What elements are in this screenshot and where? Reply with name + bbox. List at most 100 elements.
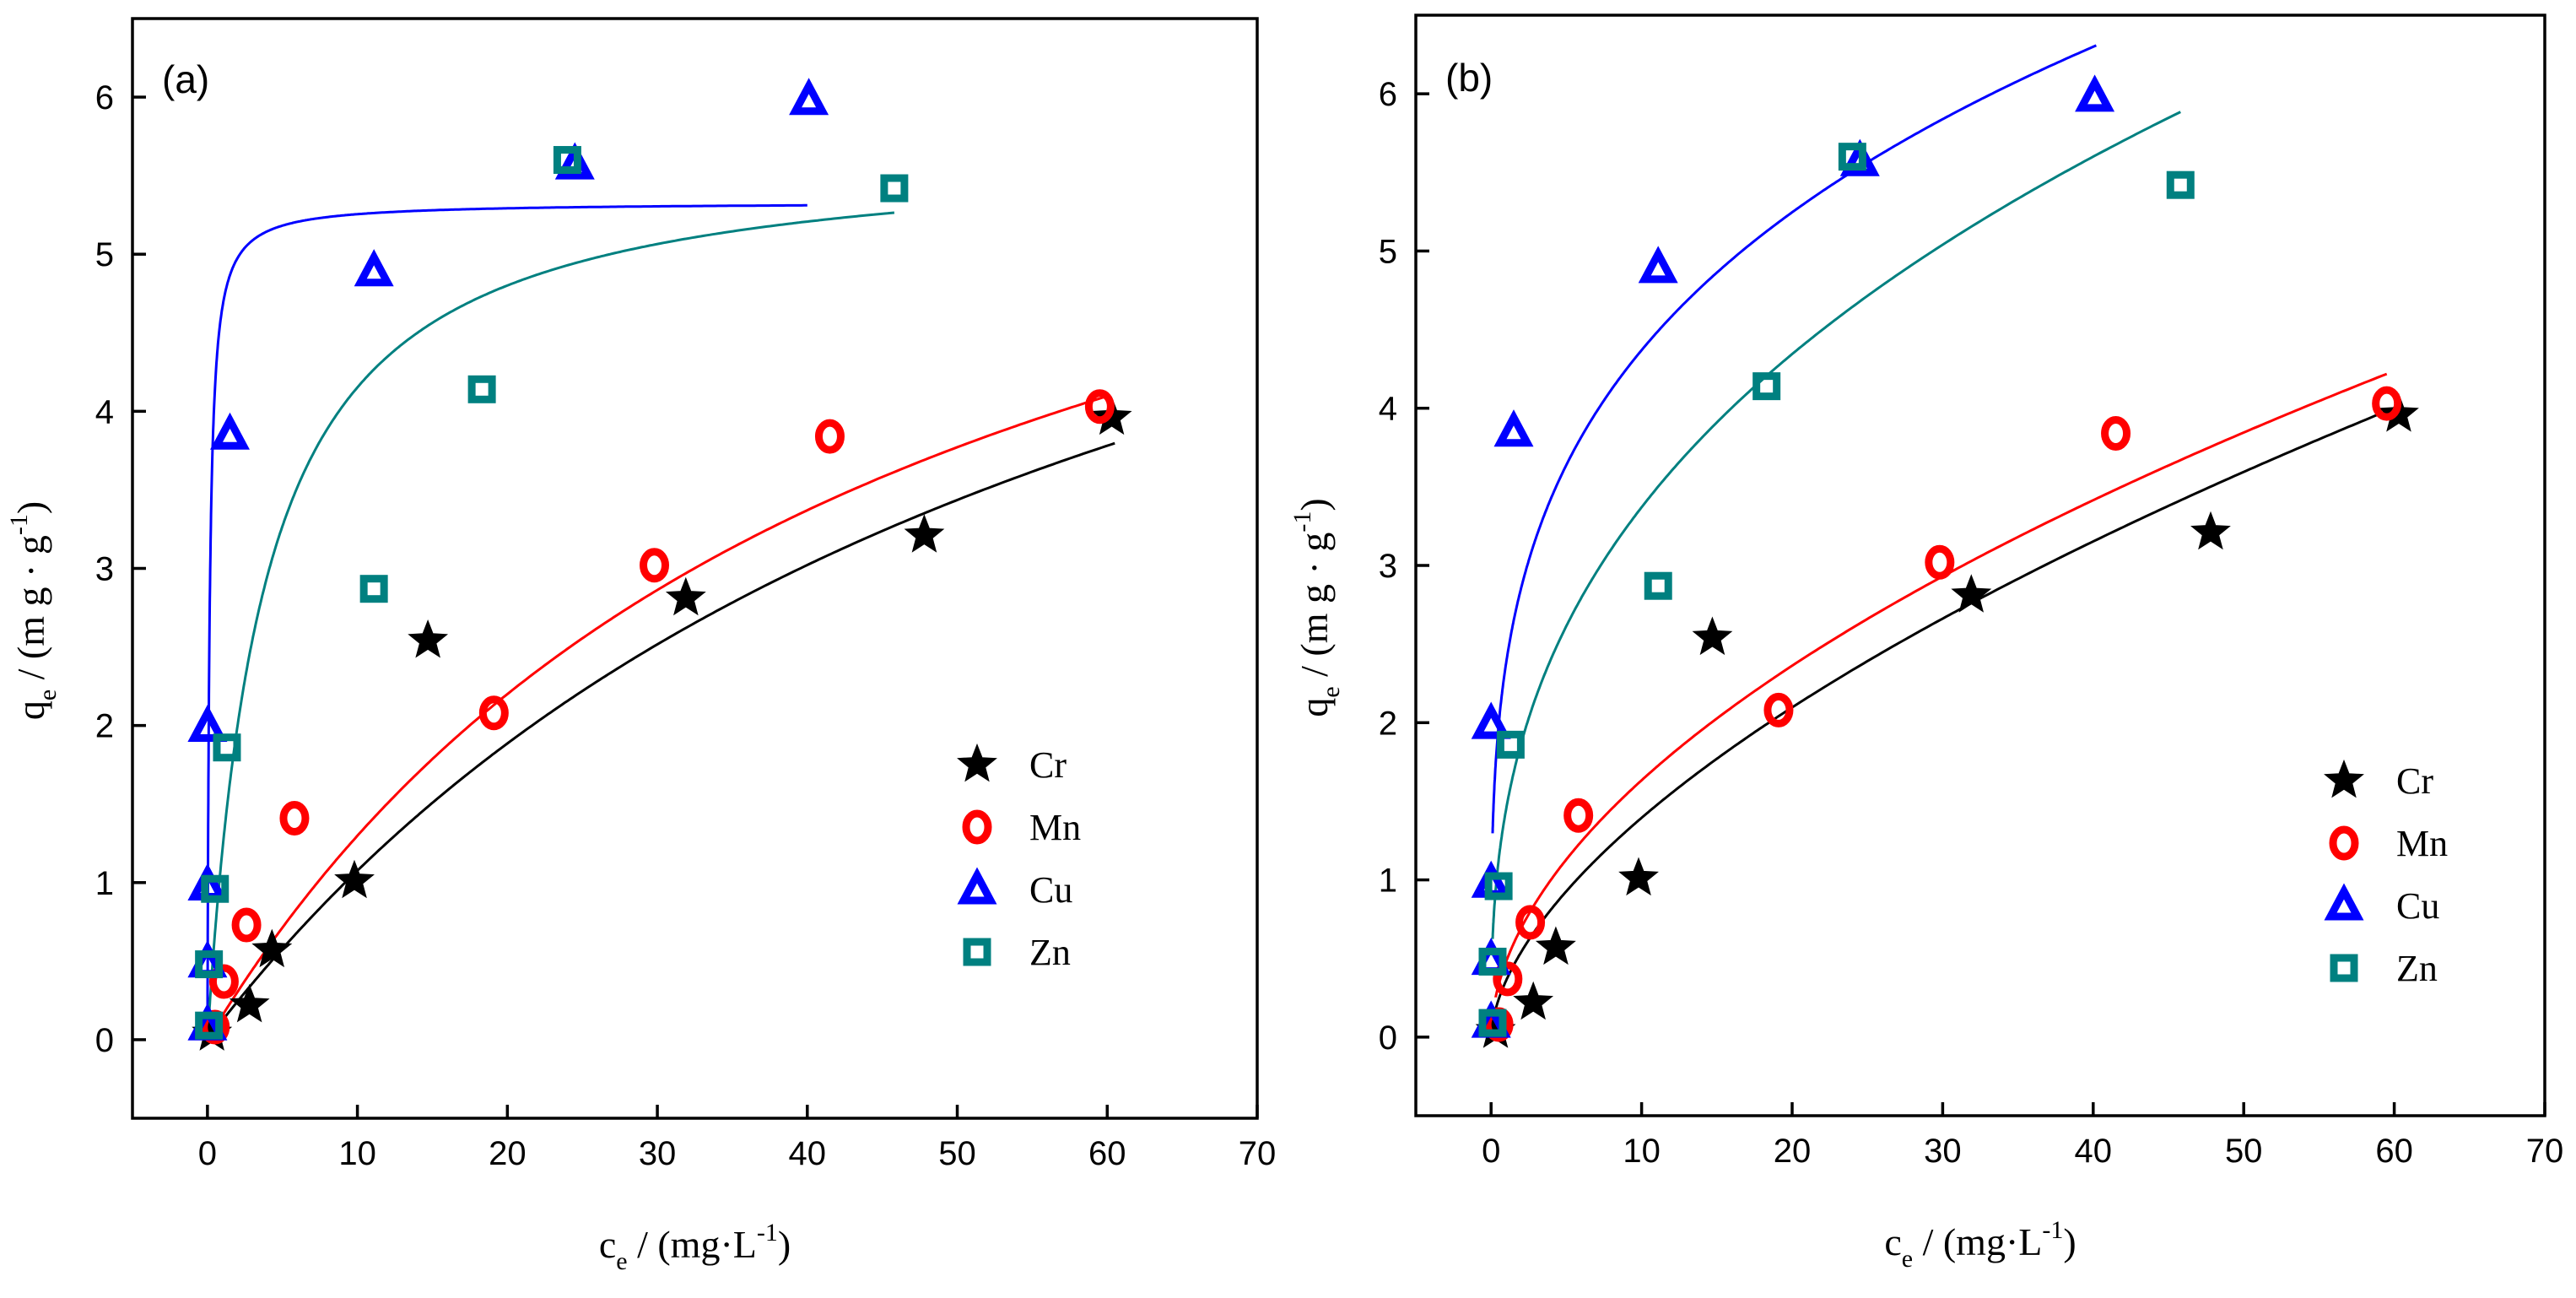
legend-label-zn: Zn <box>1029 932 1071 973</box>
x-tick-label: 50 <box>2225 1133 2263 1170</box>
point-mn <box>1763 692 1794 727</box>
point-cr <box>408 619 449 658</box>
point-cr <box>904 514 945 553</box>
point-zn <box>467 375 496 403</box>
point-cr <box>1513 981 1554 1020</box>
x-tick-label: 10 <box>1623 1133 1661 1170</box>
point-zn <box>2166 170 2195 199</box>
fit-line-cr <box>1494 403 2403 1010</box>
legend-label-cu: Cu <box>1029 869 1072 911</box>
point-zn <box>1752 372 1781 401</box>
point-cr <box>1618 857 1659 896</box>
x-tick-label: 40 <box>2075 1133 2113 1170</box>
y-axis-title: qe / (m g · g-1) <box>1288 498 1345 717</box>
x-tick-label: 50 <box>938 1135 976 1172</box>
x-tick-label: 60 <box>2375 1133 2413 1170</box>
point-mn <box>1563 798 1594 833</box>
y-tick-label: 4 <box>95 393 114 430</box>
point-mn <box>640 548 670 583</box>
series-zn <box>1478 143 2195 1037</box>
fit-line-zn <box>1491 111 2181 939</box>
y-tick-label: 6 <box>1379 76 1397 113</box>
point-cr <box>2190 511 2231 550</box>
point-zn <box>1496 730 1525 759</box>
y-tick-label: 3 <box>1379 548 1397 585</box>
legend-label-cu: Cu <box>2396 885 2439 927</box>
point-cu <box>187 704 228 742</box>
y-tick-label: 4 <box>1379 391 1397 428</box>
legend-label-cr: Cr <box>1029 744 1067 786</box>
point-cu <box>1839 138 1880 176</box>
x-tick-label: 30 <box>639 1135 677 1172</box>
point-zn <box>1838 143 1866 171</box>
point-zn <box>553 146 581 175</box>
legend: Cr Mn Cu Zn <box>2324 759 2448 989</box>
point-zn <box>1478 1009 1507 1037</box>
point-cu <box>354 249 394 287</box>
point-mn <box>814 419 845 454</box>
point-cr <box>665 576 706 616</box>
point-zn <box>1478 947 1507 976</box>
point-mn <box>2372 386 2402 421</box>
legend-marker-mn <box>962 809 992 845</box>
fit-line-mn <box>210 394 1108 1034</box>
point-mn <box>231 907 262 943</box>
legend-label-zn: Zn <box>2396 948 2438 989</box>
point-mn <box>2101 416 2131 452</box>
point-zn <box>1484 872 1513 900</box>
legend-label-cr: Cr <box>2396 760 2433 802</box>
y-tick-label: 1 <box>1379 863 1397 900</box>
legend: Cr Mn Cu Zn <box>957 743 1081 973</box>
y-tick-label: 0 <box>1379 1019 1397 1057</box>
point-zn <box>880 174 909 203</box>
series-cr <box>1475 393 2419 1048</box>
legend-marker-cu <box>957 867 997 905</box>
x-tick-label: 0 <box>1482 1133 1500 1170</box>
point-cu <box>554 142 595 180</box>
x-tick-label: 20 <box>1774 1133 1812 1170</box>
series-cu <box>1471 74 2115 1038</box>
legend-label-mn: Mn <box>1029 807 1081 848</box>
point-mn <box>1493 961 1523 997</box>
chart-panel-b: 0 10 20 30 40 50 60 70 0 1 2 3 4 5 6 ce / (mg·L-1) qe / … <box>1288 0 2576 1298</box>
point-cr <box>334 859 375 899</box>
point-cu <box>1471 701 1511 739</box>
legend-marker-zn <box>2330 954 2358 982</box>
point-cr <box>251 928 293 968</box>
plot-frame <box>1414 14 2546 1117</box>
x-axis-title: ce / (mg·L-1) <box>1884 1216 2076 1273</box>
point-mn <box>1925 544 1955 580</box>
series-mn <box>1483 386 2402 1042</box>
y-tick-label: 5 <box>95 236 114 273</box>
point-zn <box>195 950 224 979</box>
point-cu <box>1638 246 1678 284</box>
fit-line-zn <box>206 211 895 1040</box>
y-tick-label: 2 <box>1379 705 1397 742</box>
panel-label: (a) <box>162 57 209 101</box>
x-tick-label: 20 <box>489 1135 527 1172</box>
point-cr <box>1951 574 1992 613</box>
y-tick-label: 2 <box>95 708 114 745</box>
point-mn <box>208 964 239 999</box>
legend-marker-mn <box>2329 825 2359 861</box>
y-tick-label: 5 <box>1379 233 1397 270</box>
isotherm-chart-a: 0 10 20 30 40 50 60 70 0 1 2 3 4 5 6 ce / (mg·L-1) qe / … <box>5 17 1277 1275</box>
point-cu <box>1493 409 1534 447</box>
point-zn <box>1644 571 1672 600</box>
point-cr <box>1535 926 1576 965</box>
y-tick-label: 0 <box>95 1022 114 1059</box>
x-tick-label: 60 <box>1088 1135 1126 1172</box>
point-cu <box>789 78 829 116</box>
point-zn <box>195 1011 224 1040</box>
point-zn <box>213 733 241 762</box>
isotherm-chart-b: 0 10 20 30 40 50 60 70 0 1 2 3 4 5 6 ce / (mg·L-1) qe / … <box>1288 14 2563 1273</box>
point-mn <box>279 800 310 836</box>
y-axis-title: qe / (m g · g-1) <box>5 501 62 720</box>
y-tick-label: 1 <box>95 865 114 902</box>
point-zn <box>201 874 230 903</box>
point-zn <box>359 575 388 603</box>
x-tick-label: 70 <box>1239 1135 1277 1172</box>
x-axis-title: ce / (mg·L-1) <box>599 1219 791 1275</box>
point-cu <box>2075 74 2115 112</box>
legend-label-mn: Mn <box>2396 823 2448 864</box>
